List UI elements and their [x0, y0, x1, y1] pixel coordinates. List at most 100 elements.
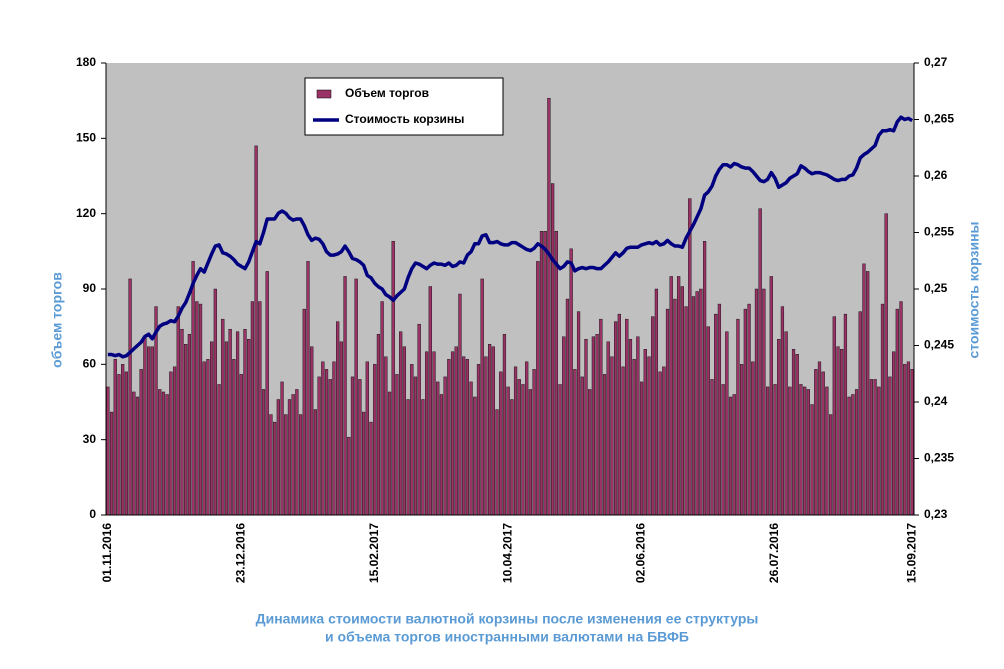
chart-title: и объема торгов иностранными валютами на… — [325, 629, 689, 645]
bar — [147, 346, 151, 516]
bar — [284, 414, 288, 516]
bar — [714, 313, 718, 516]
bar — [825, 386, 829, 516]
bar — [828, 414, 833, 516]
bar — [276, 399, 280, 516]
bar — [154, 306, 158, 516]
bar — [617, 313, 621, 516]
bar — [476, 364, 481, 516]
bar — [195, 301, 199, 516]
bar — [765, 386, 770, 516]
bar — [721, 384, 725, 516]
legend-label: Стоимость корзины — [345, 112, 464, 126]
bar — [780, 306, 785, 516]
bar — [639, 381, 644, 516]
bar — [232, 359, 236, 516]
bar — [677, 276, 681, 516]
bar — [584, 339, 588, 516]
bar — [384, 356, 388, 516]
legend-label: Объем торгов — [345, 86, 429, 100]
bar — [484, 356, 488, 516]
bar — [343, 276, 347, 516]
bar — [428, 286, 432, 516]
bar — [517, 379, 521, 516]
bar — [628, 339, 633, 516]
y-tick-label: 120 — [76, 206, 96, 220]
bar — [206, 359, 210, 516]
x-tick-label: 23.12.2016 — [233, 523, 247, 583]
y-tick-label: 30 — [83, 432, 97, 446]
y-tick-label: 150 — [76, 131, 96, 145]
bar — [895, 308, 899, 516]
bar — [691, 296, 696, 516]
bar — [124, 371, 128, 516]
bar — [551, 183, 555, 516]
bar — [595, 334, 599, 516]
bar — [287, 399, 292, 516]
bar — [840, 349, 844, 516]
bar — [313, 409, 318, 516]
bar — [450, 351, 455, 516]
bar — [747, 303, 751, 516]
bar — [710, 379, 714, 516]
bar — [250, 301, 255, 516]
bar — [788, 386, 792, 516]
bar — [906, 361, 911, 516]
bar — [132, 391, 136, 516]
bar — [469, 381, 473, 516]
bar — [858, 311, 862, 516]
bar — [699, 288, 703, 516]
y2-tick-label: 0,23 — [924, 507, 948, 521]
bar — [836, 346, 840, 516]
bar — [480, 278, 484, 516]
bar — [588, 389, 592, 516]
y2-tick-label: 0,255 — [924, 225, 954, 239]
bar — [869, 379, 873, 516]
bar — [817, 361, 822, 516]
line — [107, 115, 914, 359]
bar — [569, 248, 573, 516]
bar — [606, 341, 610, 516]
bar — [810, 404, 814, 516]
bar — [702, 241, 707, 516]
bar — [273, 421, 277, 516]
bar — [454, 346, 458, 516]
bar — [332, 361, 336, 516]
bar — [599, 318, 603, 516]
bar — [462, 356, 466, 516]
bar — [495, 409, 499, 516]
bar — [436, 381, 440, 516]
bar — [139, 369, 143, 516]
bar — [773, 384, 777, 516]
bar — [158, 389, 162, 516]
bar — [399, 331, 403, 516]
bar — [821, 371, 825, 516]
bar — [758, 208, 762, 516]
bar — [669, 276, 673, 516]
bar — [465, 359, 469, 516]
bar — [728, 396, 733, 516]
bar — [513, 366, 518, 516]
bar — [413, 376, 418, 516]
bar — [888, 376, 892, 516]
bar — [243, 328, 247, 516]
bar — [799, 384, 803, 516]
bar — [547, 97, 551, 516]
y2-tick-label: 0,235 — [924, 451, 954, 465]
bar — [135, 396, 140, 516]
bar — [376, 334, 381, 516]
y2-tick-label: 0,265 — [924, 112, 954, 126]
bar — [662, 366, 666, 516]
bar — [499, 371, 503, 516]
bar — [358, 379, 362, 516]
bar — [213, 288, 217, 516]
bar — [291, 394, 295, 516]
bar — [610, 356, 614, 516]
bar — [210, 341, 214, 516]
bar — [643, 349, 647, 516]
bar — [373, 364, 377, 516]
bar — [317, 376, 321, 516]
bar — [310, 346, 314, 516]
bar — [736, 318, 740, 516]
bar — [880, 303, 885, 516]
